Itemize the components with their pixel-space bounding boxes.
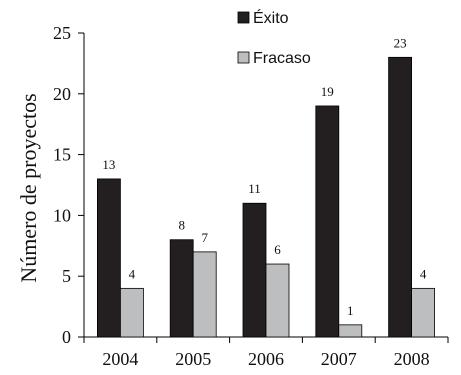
- legend-swatch: [237, 11, 250, 24]
- y-tick-label: 5: [62, 266, 71, 286]
- data-label: 19: [321, 84, 334, 99]
- data-label: 8: [178, 218, 185, 233]
- data-label: 4: [420, 266, 427, 281]
- x-tick-label: 2004: [102, 349, 138, 369]
- bar-fracaso: [120, 287, 144, 338]
- data-label: 11: [248, 181, 261, 196]
- y-tick-label: 20: [53, 84, 71, 104]
- data-label: 23: [394, 35, 407, 50]
- bar-fracaso: [338, 324, 363, 338]
- bar-exito: [388, 56, 413, 338]
- data-label: 1: [347, 303, 354, 318]
- x-tick-label: 2008: [394, 349, 430, 369]
- bar-fracaso: [265, 263, 290, 338]
- data-label: 4: [129, 266, 136, 281]
- data-label: 7: [201, 230, 208, 245]
- x-tick-label: 2006: [248, 349, 284, 369]
- data-label: 13: [102, 157, 115, 172]
- legend: Éxito Fracaso: [237, 8, 311, 67]
- x-tick-label: 2007: [321, 349, 357, 369]
- y-tick-label: 10: [53, 205, 71, 225]
- legend-label: Éxito: [253, 8, 289, 27]
- y-tick-label: 15: [53, 145, 71, 165]
- bar-exito: [242, 202, 267, 338]
- bar-exito: [97, 178, 121, 338]
- bar-fracaso: [411, 287, 436, 338]
- x-tick-label: 2005: [175, 349, 211, 369]
- y-tick-label: 25: [53, 23, 71, 43]
- y-axis-title: Número de proyectos: [16, 93, 41, 282]
- plot-area: 0 5 10 15 20 25 13 4 2004 8 7 2005 11 6 2006 19 1 2007 23 4…: [53, 23, 449, 369]
- legend-swatch: [237, 51, 250, 64]
- bar-exito: [315, 105, 340, 338]
- legend-label: Fracaso: [253, 50, 311, 67]
- data-label: 6: [274, 242, 281, 257]
- y-tick-label: 0: [62, 327, 71, 347]
- bar-fracaso: [192, 251, 217, 338]
- bar-exito: [169, 239, 194, 338]
